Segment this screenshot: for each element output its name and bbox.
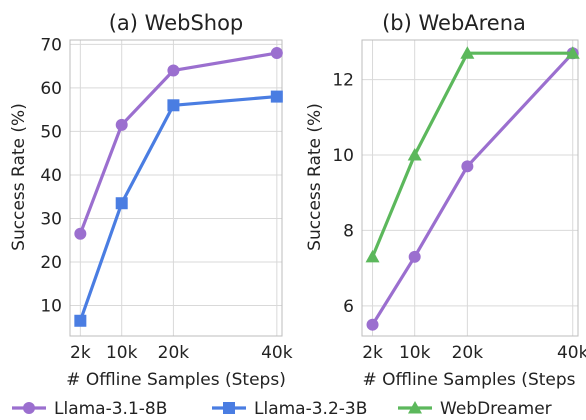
legend-label: WebDreamer	[440, 399, 552, 419]
y-tick-label: 60	[40, 79, 62, 99]
data-point	[74, 314, 87, 327]
y-tick-label: 20	[40, 253, 62, 273]
data-point	[270, 90, 283, 103]
series-line	[78, 94, 277, 322]
legend-item: Llama-3.2-3B	[212, 399, 367, 419]
panel-webshop: (a) WebShop # Offline Samples (Steps) Su…	[9, 11, 293, 390]
x-tick-label: 10k	[106, 343, 138, 363]
x-tick-label: 2k	[70, 343, 91, 363]
y-tick-label: 30	[40, 209, 62, 229]
legend-marker	[408, 401, 422, 414]
legend-item: Llama-3.1-8B	[12, 399, 167, 419]
x-tick-label: 40k	[261, 343, 293, 363]
series-webdreamer	[365, 46, 580, 263]
x-axis-label: # Offline Samples (Steps	[362, 370, 575, 390]
data-point	[565, 46, 580, 59]
data-point	[461, 160, 474, 173]
data-point	[115, 118, 128, 131]
data-point	[407, 148, 422, 161]
y-axis-label: Success Rate (%)	[305, 103, 325, 251]
x-tick-label: 2k	[362, 343, 383, 363]
data-point	[408, 250, 421, 263]
panel-webarena: (b) WebArena # Offline Samples (Steps Su…	[305, 11, 586, 390]
legend-label: Llama-3.2-3B	[254, 399, 367, 419]
plot-frame	[69, 39, 283, 337]
series-line	[371, 52, 574, 326]
y-tick-label: 50	[40, 122, 62, 142]
series-llama-3-1-8b	[74, 47, 283, 240]
y-tick-label: 8	[343, 221, 354, 241]
data-point	[460, 46, 475, 59]
y-tick-label: 40	[40, 166, 62, 186]
legend-label: Llama-3.1-8B	[54, 399, 167, 419]
legend-marker	[23, 402, 35, 414]
legend: Llama-3.1-8B Llama-3.2-3B WebDreamer	[12, 399, 552, 419]
y-tick-label: 10	[332, 146, 354, 166]
data-point	[167, 64, 180, 77]
series-llama-3-1-8b	[366, 47, 579, 331]
x-tick-label: 20k	[452, 343, 484, 363]
grid	[362, 40, 578, 336]
data-point	[167, 99, 180, 112]
x-axis-label: # Offline Samples (Steps)	[66, 370, 286, 390]
series-line	[78, 51, 278, 235]
panel-title: (b) WebArena	[382, 11, 526, 35]
y-axis-label: Success Rate (%)	[9, 103, 29, 251]
y-tick-label: 10	[40, 297, 62, 317]
y-tick-label: 70	[40, 35, 62, 55]
x-tick-label: 20k	[158, 343, 190, 363]
y-tick-label: 12	[332, 71, 354, 91]
x-tick-label: 40k	[557, 343, 586, 363]
y-tick-label: 6	[343, 297, 354, 317]
data-point	[366, 318, 379, 331]
series-line	[371, 51, 573, 258]
x-tick-label: 10k	[399, 343, 431, 363]
legend-marker	[223, 402, 235, 414]
data-point	[115, 197, 128, 210]
legend-item: WebDreamer	[398, 399, 552, 419]
series-llama-3-2-3b	[74, 90, 283, 327]
panel-title: (a) WebShop	[109, 11, 244, 35]
data-point	[270, 47, 283, 60]
plot-frame	[361, 39, 579, 337]
data-point	[365, 249, 380, 263]
data-point	[74, 227, 87, 240]
grid	[70, 40, 282, 336]
